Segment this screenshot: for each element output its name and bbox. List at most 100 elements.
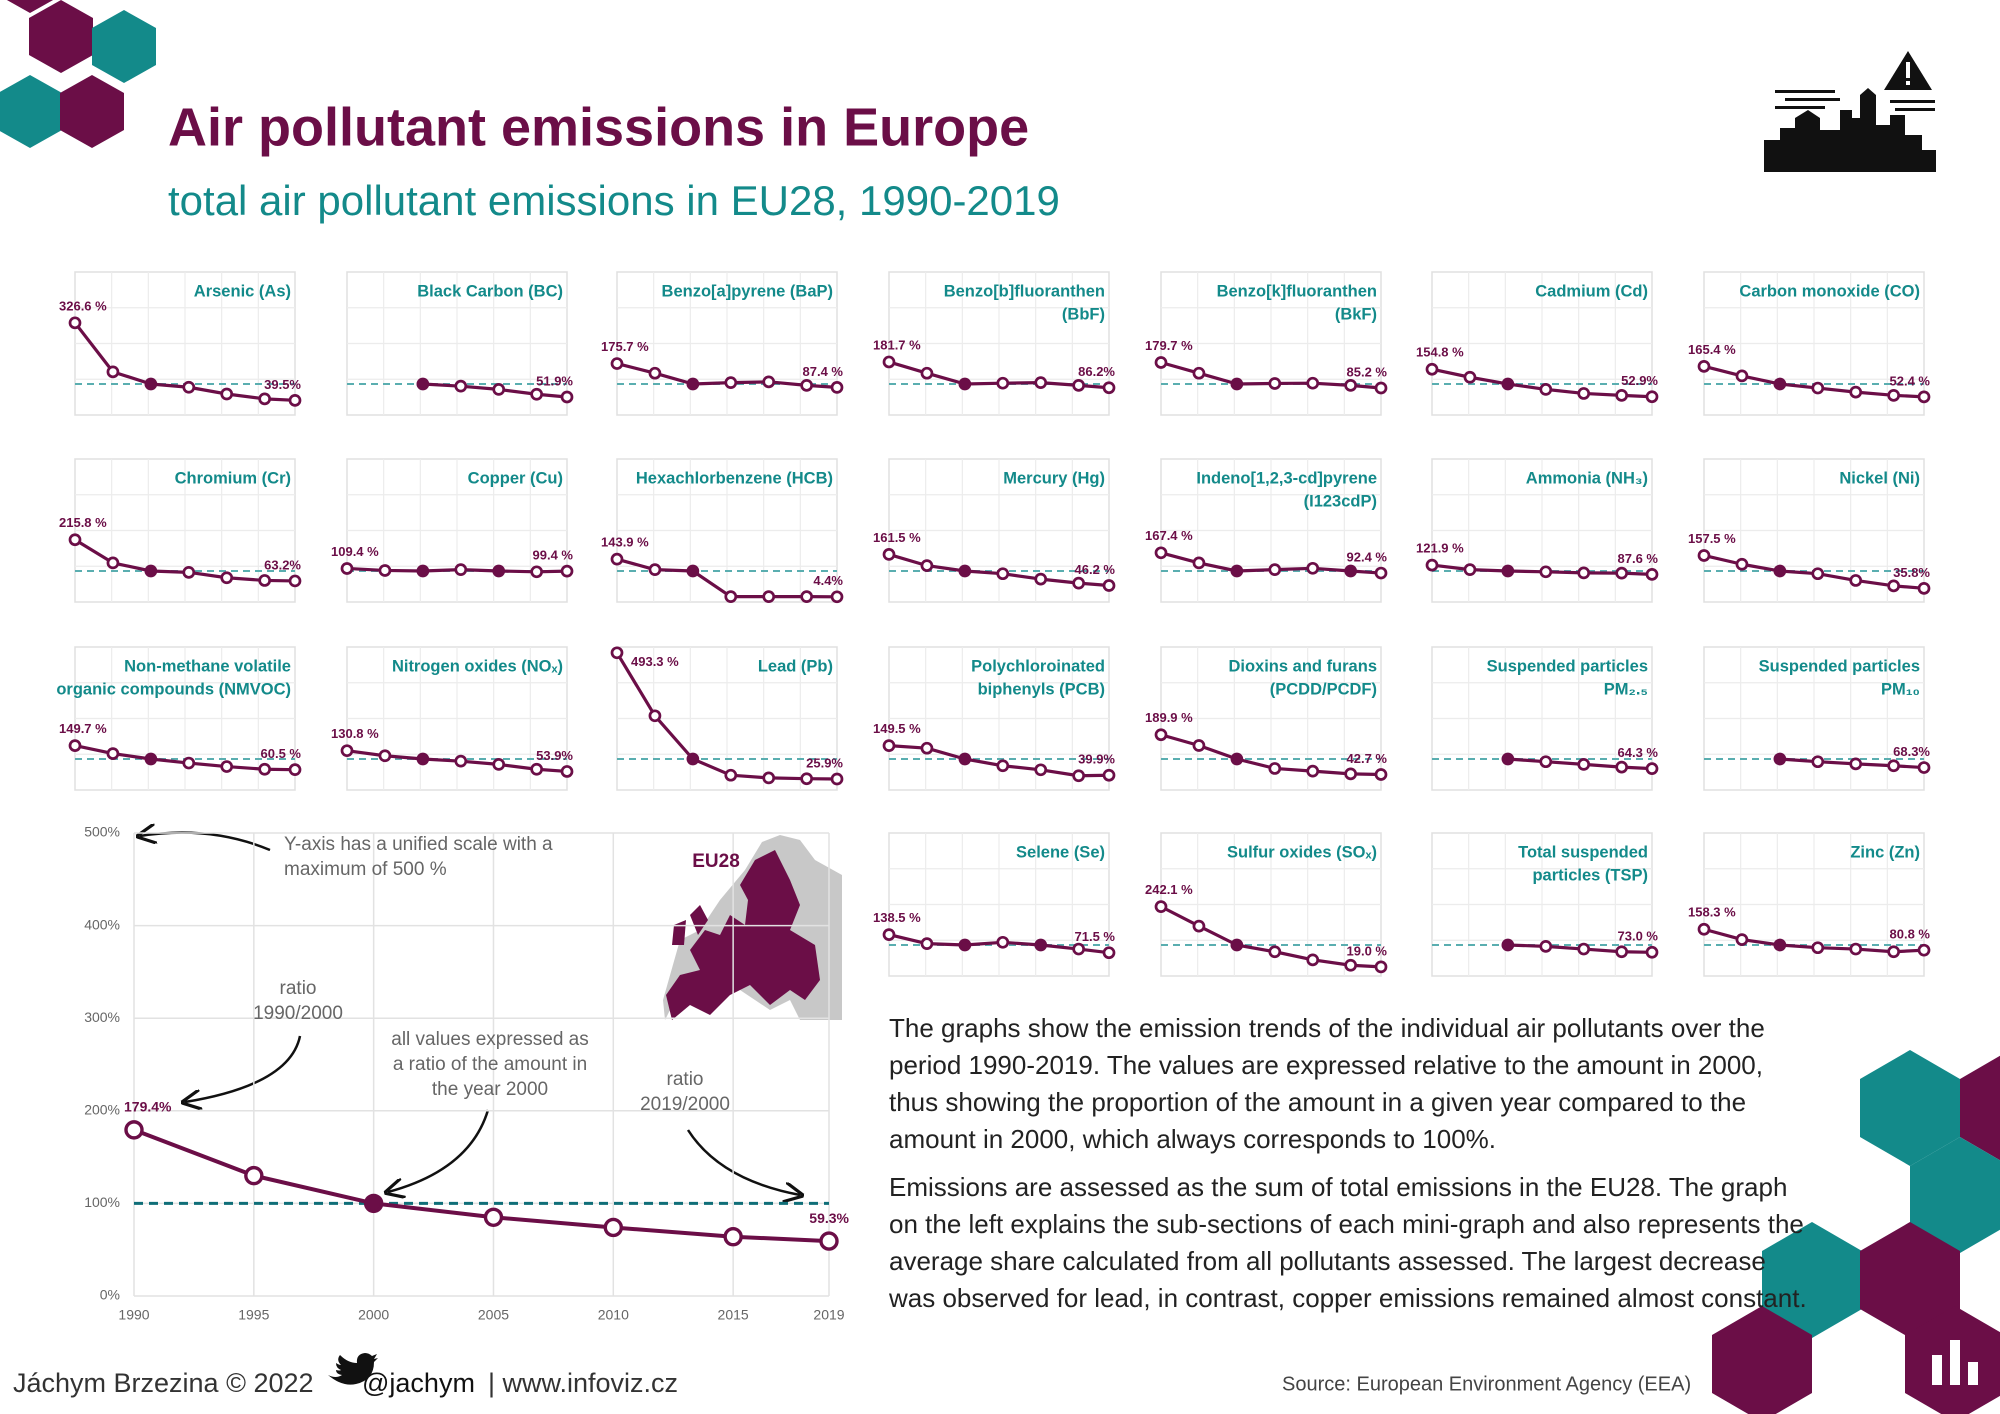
data-label: 143.9 % — [601, 535, 649, 550]
data-point — [958, 938, 972, 952]
data-point — [288, 574, 302, 588]
mini-chart — [346, 271, 568, 416]
data-label: 80.8 % — [1890, 927, 1931, 942]
data-point — [723, 1227, 743, 1247]
data-point — [1154, 900, 1168, 913]
data-label: 71.5 % — [1075, 929, 1116, 944]
data-label: 63.2% — [264, 557, 301, 572]
data-point — [1230, 377, 1244, 391]
mini-title: Suspended particles — [1759, 657, 1920, 675]
data-point — [1344, 767, 1358, 781]
data-label: 53.9% — [536, 748, 573, 763]
data-point — [1645, 945, 1659, 959]
title: Air pollutant emissions in Europe — [168, 97, 1029, 157]
mini-chart — [1703, 458, 1925, 603]
data-point — [340, 562, 354, 575]
data-point — [882, 739, 896, 752]
data-label: 181.7 % — [873, 337, 921, 352]
data-point — [530, 565, 544, 579]
data-point — [1268, 762, 1282, 775]
data-point — [920, 559, 934, 572]
y-tick-label: 0% — [100, 1287, 120, 1303]
data-point — [610, 646, 624, 660]
twitter-icon — [328, 1353, 378, 1385]
data-label: 39.5% — [264, 377, 301, 392]
mini-chart — [1160, 646, 1382, 791]
data-label: 149.7 % — [59, 721, 107, 736]
data-label: 35.8% — [1893, 565, 1930, 580]
annotation: ratio — [280, 978, 317, 999]
data-point — [603, 1217, 624, 1238]
data-label: 39.9% — [1078, 752, 1115, 767]
data-point — [1697, 359, 1711, 373]
data-point — [1230, 938, 1244, 952]
mini-title: Nitrogen oxides (NOₓ) — [392, 657, 563, 675]
data-point — [882, 928, 896, 941]
data-point — [288, 393, 302, 407]
x-tick-label: 2005 — [478, 1307, 509, 1323]
data-point — [1102, 768, 1116, 782]
data-point — [830, 590, 844, 604]
data-point — [996, 759, 1010, 773]
data-point — [1849, 574, 1863, 587]
data-point — [416, 752, 430, 766]
data-point — [830, 772, 844, 786]
data-point — [1192, 739, 1206, 752]
data-point — [1072, 769, 1086, 783]
data-point — [1425, 558, 1439, 572]
data-point — [1072, 378, 1086, 392]
data-label: 149.5 % — [873, 721, 921, 736]
data-point — [258, 762, 272, 776]
data-point — [724, 376, 738, 390]
data-point — [1034, 938, 1048, 952]
mini-title: Non-methane volatile — [124, 657, 291, 675]
data-point — [1268, 563, 1282, 577]
mini-chart — [888, 646, 1110, 791]
data-point — [920, 366, 934, 380]
data-point — [1102, 381, 1116, 395]
data-point — [182, 380, 196, 394]
data-label: 64.3 % — [1618, 745, 1659, 760]
data-point — [610, 357, 624, 370]
y-tick-label: 400% — [84, 916, 120, 932]
mini-title: PM₁₀ — [1881, 680, 1920, 698]
mini-title: Indeno[1,2,3-cd]pyrene — [1196, 469, 1377, 487]
data-point — [1577, 758, 1591, 771]
data-point — [182, 756, 196, 770]
annotation: maximum of 500 % — [284, 859, 447, 880]
data-point — [1268, 945, 1282, 959]
data-point — [1306, 764, 1320, 778]
data-point — [1697, 922, 1711, 936]
data-point — [1615, 760, 1629, 774]
mini-chart — [616, 458, 838, 603]
data-label: 157.5 % — [1688, 531, 1736, 546]
mini-chart — [1703, 832, 1925, 977]
data-point — [378, 749, 392, 763]
data-point — [182, 565, 196, 579]
mini-title: biphenyls (PCB) — [978, 680, 1105, 698]
data-point — [1577, 387, 1591, 400]
data-point — [454, 563, 468, 577]
data-label: 130.8 % — [331, 726, 379, 741]
y-tick-label: 100% — [84, 1194, 120, 1210]
data-point — [1773, 752, 1787, 766]
mini-title: (BbF) — [1062, 305, 1105, 323]
mini-title: Cadmium (Cd) — [1535, 282, 1648, 300]
data-point — [648, 366, 662, 380]
source: Source: European Environment Agency (EEA… — [1282, 1373, 1691, 1395]
author: Jáchym Brzezina © 2022 — [13, 1368, 314, 1398]
data-point — [1501, 564, 1515, 578]
data-label: 52.9% — [1621, 373, 1658, 388]
data-point — [1154, 356, 1168, 369]
data-point — [144, 564, 158, 578]
data-label: 215.8 % — [59, 515, 107, 530]
mini-title: Nickel (Ni) — [1839, 469, 1920, 487]
data-point — [1501, 752, 1515, 766]
data-point — [1154, 546, 1168, 560]
data-point — [1917, 390, 1931, 404]
data-label: 179.7 % — [1145, 338, 1193, 353]
data-point — [1501, 938, 1515, 952]
mini-title: Dioxins and furans — [1228, 657, 1377, 675]
mini-title: Ammonia (NH₃) — [1526, 469, 1648, 487]
data-point — [686, 564, 700, 578]
